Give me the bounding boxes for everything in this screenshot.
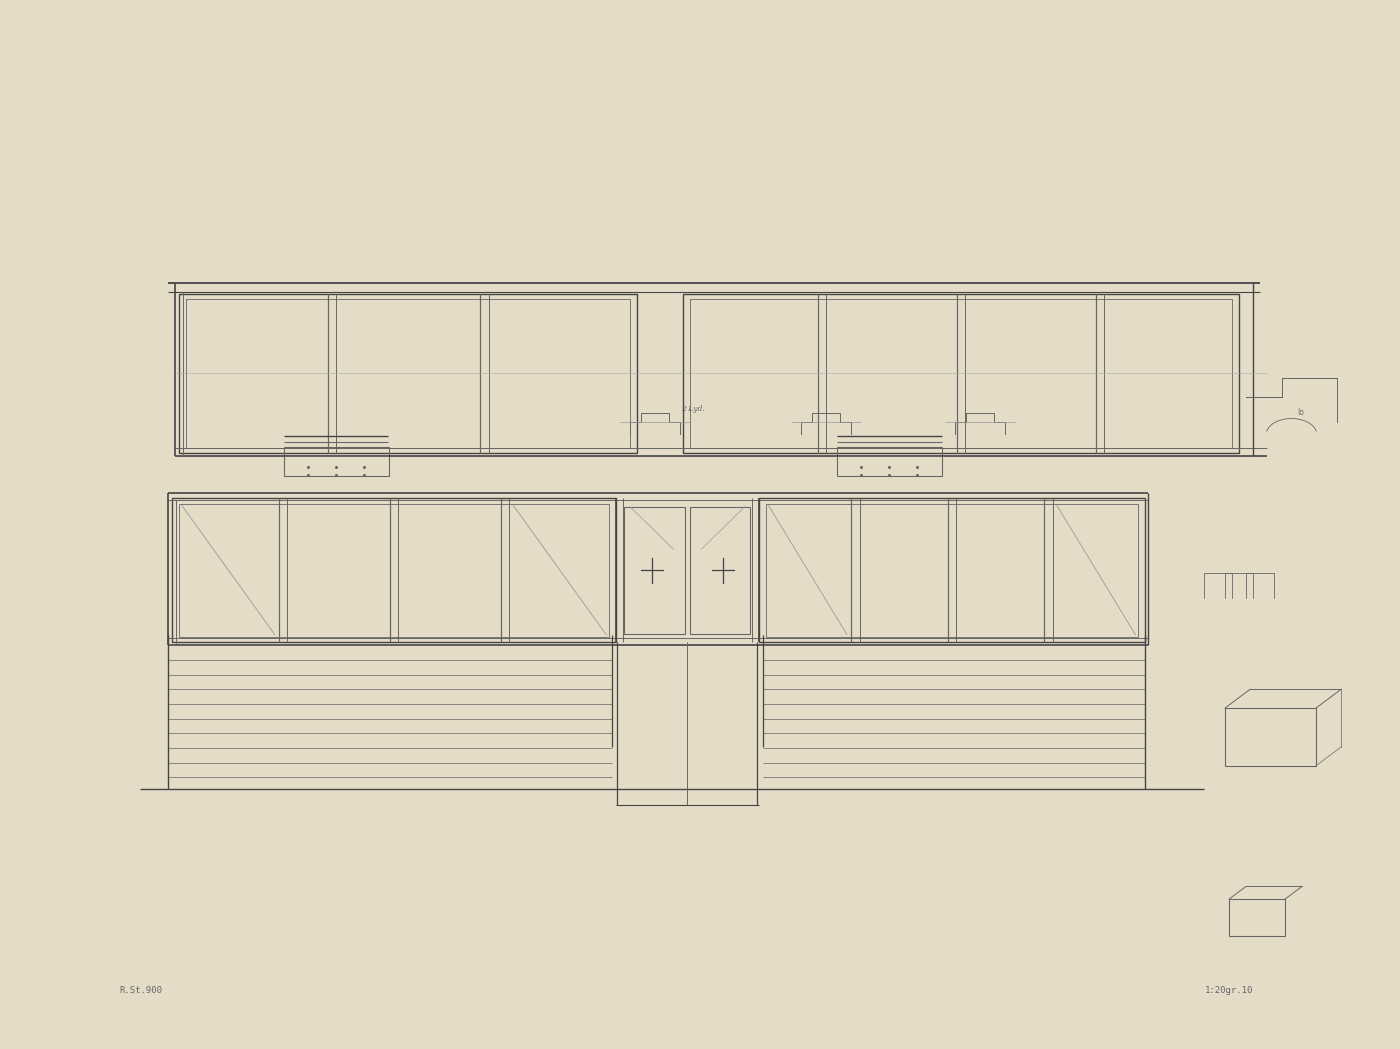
Bar <box>179 294 637 453</box>
Bar <box>683 294 1239 453</box>
Bar <box>690 299 1232 448</box>
Bar <box>186 299 630 448</box>
Bar <box>179 504 609 637</box>
Text: 1:20gr.10: 1:20gr.10 <box>1204 986 1253 994</box>
Bar <box>766 504 1138 637</box>
Bar <box>624 507 685 634</box>
Text: 2 Lyd.: 2 Lyd. <box>682 405 704 413</box>
Bar <box>172 498 616 642</box>
Bar <box>837 447 941 476</box>
Bar <box>759 498 1145 642</box>
Bar <box>1229 899 1285 936</box>
Bar <box>690 507 750 634</box>
Bar <box>283 447 389 476</box>
Text: lo: lo <box>1298 408 1303 416</box>
Bar <box>1225 708 1316 766</box>
Text: R.St.900: R.St.900 <box>119 986 162 994</box>
